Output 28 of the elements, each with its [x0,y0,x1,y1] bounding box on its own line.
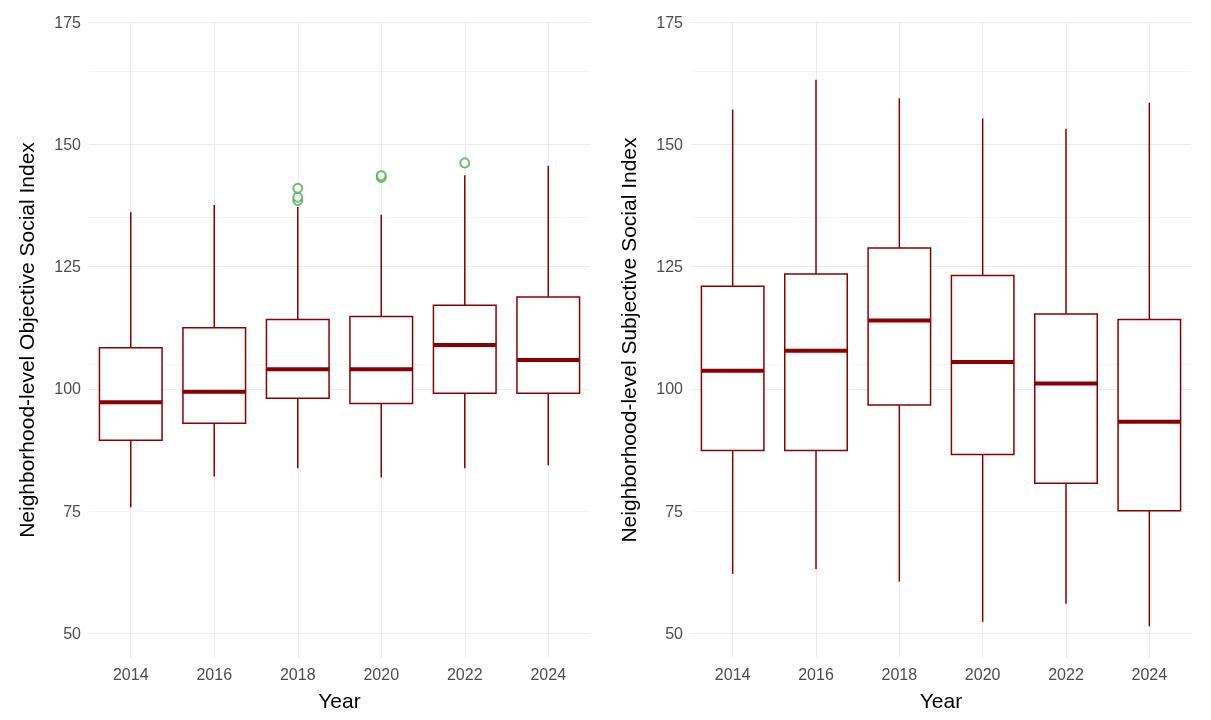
x-tick-label: 2014 [112,665,149,683]
y-tick-label: 75 [665,502,684,520]
x-tick-label: 2024 [1131,665,1168,683]
x-axis-title: Year [919,689,963,712]
y-tick-label: 150 [656,135,684,153]
y-tick-label: 100 [54,380,82,398]
x-tick-label: 2022 [446,665,483,683]
y-tick-label: 150 [54,135,82,153]
y-tick-label: 175 [656,13,684,31]
x-tick-label: 2020 [964,665,1001,683]
x-tick-label: 2024 [530,665,567,683]
x-tick-label: 2014 [714,665,751,683]
x-tick-label: 2016 [196,665,233,683]
y-axis-title: Neighborhood-level Subjective Social Index [617,136,640,543]
y-tick-label: 50 [665,625,684,643]
x-tick-label: 2022 [1048,665,1084,683]
y-tick-label: 125 [54,258,82,276]
y-tick-label: 75 [63,502,82,520]
y-tick-label: 175 [54,13,82,31]
x-tick-label: 2020 [363,665,400,683]
y-axis-title: Neighborhood-level Objective Social Index [15,141,38,538]
y-tick-label: 50 [63,625,82,643]
y-tick-label: 125 [656,258,684,276]
x-tick-label: 2016 [798,665,834,683]
y-tick-label: 100 [656,380,684,398]
x-axis-title: Year [318,689,361,712]
x-tick-label: 2018 [279,665,316,683]
x-tick-label: 2018 [881,665,918,683]
